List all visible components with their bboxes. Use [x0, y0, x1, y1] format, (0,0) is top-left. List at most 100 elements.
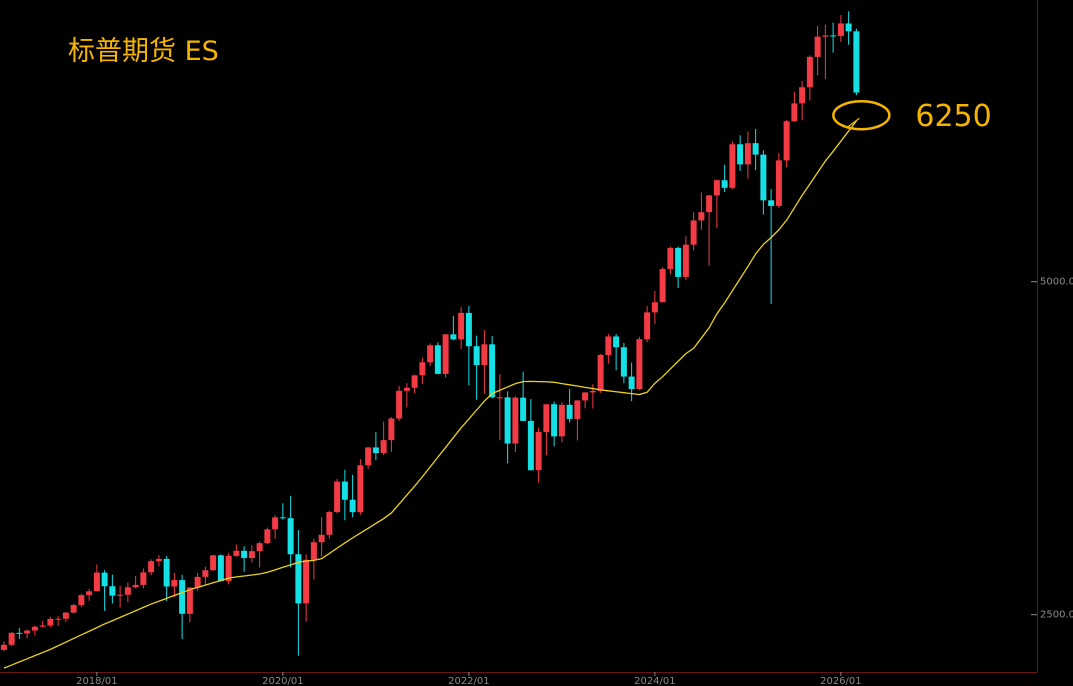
candle-body	[543, 404, 550, 432]
candle-body	[690, 220, 697, 245]
candle-body	[186, 587, 193, 614]
candle-body	[0, 644, 7, 650]
candle-body	[132, 584, 139, 588]
candle-body	[636, 339, 643, 390]
candle-body	[287, 518, 294, 555]
x-tick-label: 2018/01	[76, 676, 118, 686]
candle-body	[520, 397, 527, 421]
candle-body	[706, 195, 713, 213]
candle-body	[310, 542, 317, 560]
candle-body	[814, 36, 821, 57]
candle-body	[791, 103, 798, 122]
candle-body	[78, 595, 85, 605]
candle-body	[775, 160, 782, 206]
candle-body	[264, 529, 271, 544]
candle-body	[70, 604, 77, 613]
candle-body	[853, 31, 860, 93]
candle-body	[55, 618, 62, 620]
candle-body	[675, 247, 682, 277]
candle-body	[667, 247, 674, 269]
candle-body	[628, 376, 635, 390]
candle-body	[39, 625, 46, 627]
candle-body	[179, 580, 186, 614]
candle-body	[768, 200, 775, 206]
candle-body	[341, 481, 348, 500]
candle-body	[434, 345, 441, 374]
candle-body	[682, 244, 689, 277]
candle-body	[47, 618, 54, 626]
candle-body	[620, 347, 627, 377]
chart-title: 标普期货 ES	[68, 36, 219, 67]
candle-body	[217, 555, 224, 582]
x-tick-label: 2024/01	[634, 676, 676, 686]
x-tick-label: 2026/01	[820, 676, 862, 686]
candle-body	[109, 586, 116, 596]
candle-body	[527, 420, 534, 471]
candle-body	[504, 397, 511, 444]
candle-body	[24, 630, 31, 634]
candle-body	[744, 143, 751, 165]
candle-body	[210, 555, 217, 571]
candle-body	[256, 543, 263, 552]
candle-body	[806, 56, 813, 88]
candle-body	[365, 447, 372, 466]
candle-body	[458, 312, 465, 340]
candle-body	[721, 180, 728, 188]
candle-body	[597, 354, 604, 391]
candle-body	[535, 431, 542, 471]
candle-body	[582, 392, 589, 401]
candle-body	[349, 499, 356, 513]
candle-body	[613, 336, 620, 348]
candle-body	[465, 312, 472, 347]
candle-body	[512, 397, 519, 444]
candle-body	[442, 334, 449, 374]
candle-body	[202, 570, 209, 577]
candle-body	[760, 154, 767, 201]
y-tick-label: 5000.0	[1040, 277, 1073, 288]
annotation-pointer	[846, 117, 860, 128]
candle-body	[303, 559, 310, 604]
candle-body	[713, 180, 720, 196]
candle-body	[295, 554, 302, 604]
candle-body	[326, 512, 333, 535]
candle-body	[496, 397, 503, 399]
candle-body	[8, 632, 15, 645]
candle-body	[248, 551, 255, 558]
candle-body	[837, 23, 844, 36]
candle-body	[171, 580, 178, 587]
candle-body	[101, 572, 108, 587]
candle-body	[589, 390, 596, 393]
candle-body	[651, 302, 658, 313]
candle-body	[450, 334, 457, 340]
y-tick-label: 2500.0	[1040, 610, 1073, 621]
x-tick-label: 2020/01	[262, 676, 304, 686]
candle-body	[551, 404, 558, 437]
candle-body	[93, 572, 100, 592]
candle-body	[163, 558, 170, 587]
candle-body	[357, 465, 364, 513]
candle-body	[644, 312, 651, 340]
candle-body	[16, 632, 23, 634]
candle-body	[845, 23, 852, 32]
candle-body	[124, 587, 131, 595]
candle-body	[411, 375, 418, 388]
candle-body	[225, 555, 232, 582]
candle-body	[155, 558, 162, 562]
candle-body	[737, 144, 744, 165]
candle-body	[148, 561, 155, 573]
candle-body	[279, 517, 286, 519]
candle-body	[574, 400, 581, 419]
candle-body	[558, 404, 565, 437]
candle-body	[372, 447, 379, 454]
candle-body	[752, 143, 759, 155]
candle-body	[419, 362, 426, 376]
candle-body	[605, 336, 612, 355]
candle-body	[233, 550, 240, 556]
candle-body	[31, 626, 38, 631]
x-tick-label: 2022/01	[448, 676, 490, 686]
candle-body	[241, 550, 248, 558]
candle-body	[140, 572, 147, 585]
candle-body	[86, 591, 93, 596]
